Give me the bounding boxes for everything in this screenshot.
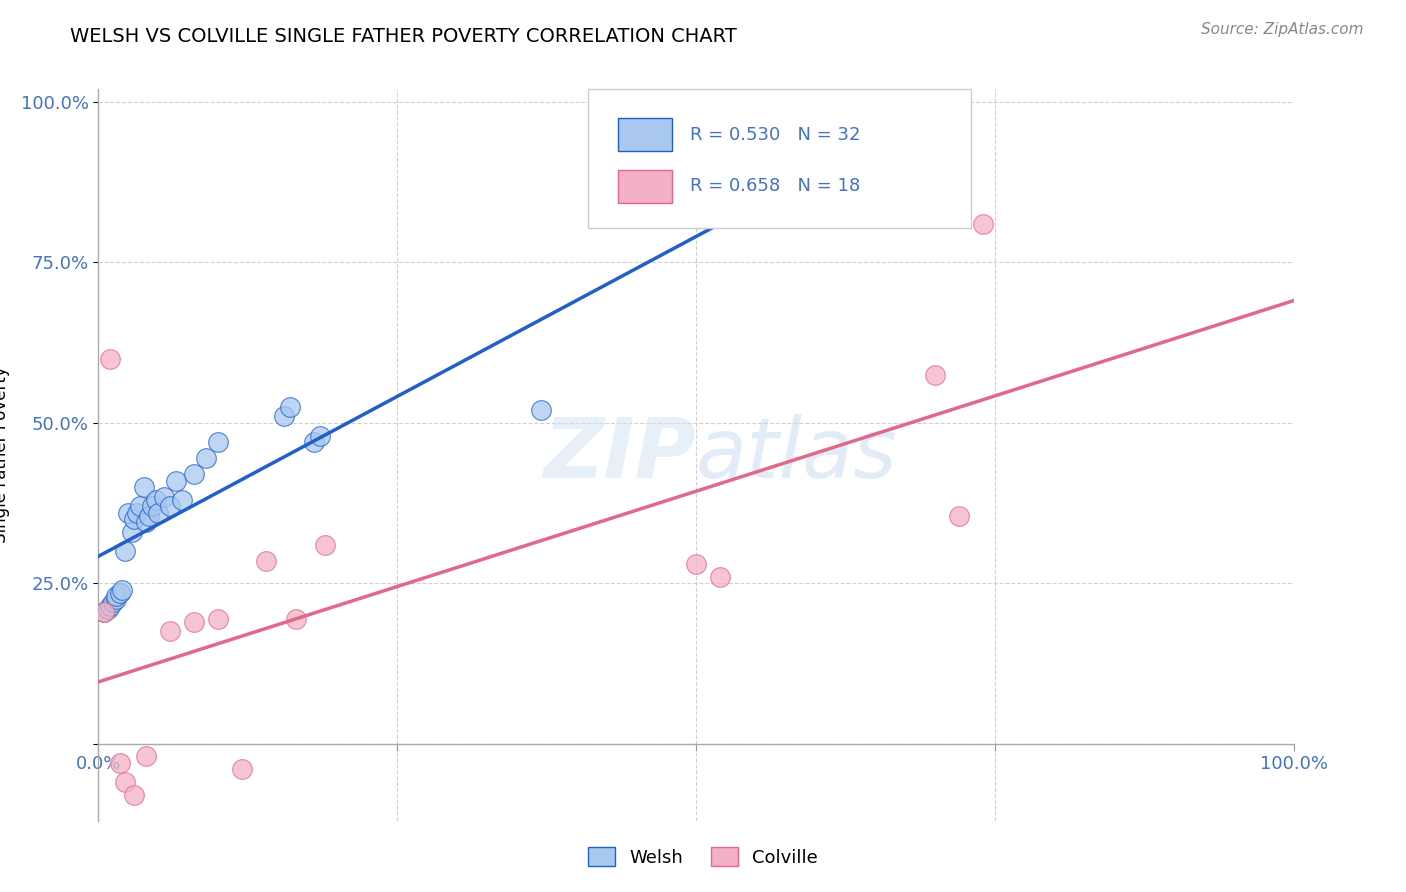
Point — [172, 492, 194, 507]
Point — [124, 512, 146, 526]
Point — [97, 602, 120, 616]
Point — [93, 605, 115, 619]
Point — [709, 570, 731, 584]
Point — [111, 582, 134, 597]
Point — [685, 557, 707, 571]
Text: WELSH VS COLVILLE SINGLE FATHER POVERTY CORRELATION CHART: WELSH VS COLVILLE SINGLE FATHER POVERTY … — [70, 27, 737, 45]
Point — [159, 500, 181, 514]
Point — [93, 605, 115, 619]
Point — [924, 368, 946, 382]
Point — [308, 428, 330, 442]
Text: atlas: atlas — [696, 415, 897, 495]
Point — [153, 490, 176, 504]
Point — [278, 400, 301, 414]
Legend: Welsh, Colville: Welsh, Colville — [581, 840, 825, 874]
Point — [148, 506, 170, 520]
Point — [132, 480, 155, 494]
Text: ZIP: ZIP — [543, 415, 696, 495]
Point — [138, 508, 160, 523]
Point — [254, 554, 277, 568]
Point — [105, 589, 128, 603]
Point — [273, 409, 295, 424]
Point — [183, 615, 205, 629]
Point — [165, 474, 187, 488]
Point — [207, 435, 229, 450]
Point — [117, 506, 139, 520]
Point — [141, 500, 163, 514]
Point — [159, 624, 181, 639]
Point — [231, 762, 253, 776]
Point — [98, 351, 122, 366]
Point — [284, 611, 307, 625]
FancyBboxPatch shape — [619, 169, 672, 202]
Text: R = 0.658   N = 18: R = 0.658 N = 18 — [690, 177, 860, 194]
Point — [98, 599, 122, 613]
Point — [129, 500, 152, 514]
Point — [145, 492, 167, 507]
Y-axis label: Single Father Poverty: Single Father Poverty — [0, 367, 10, 543]
Point — [121, 524, 143, 539]
Point — [135, 749, 157, 764]
Point — [530, 403, 553, 417]
Point — [125, 506, 148, 520]
Point — [183, 467, 205, 482]
Point — [207, 611, 229, 625]
Point — [114, 775, 136, 789]
Text: Source: ZipAtlas.com: Source: ZipAtlas.com — [1201, 22, 1364, 37]
FancyBboxPatch shape — [589, 89, 972, 228]
FancyBboxPatch shape — [619, 119, 672, 152]
Point — [101, 595, 124, 609]
Point — [108, 756, 131, 770]
Point — [972, 217, 994, 231]
Point — [948, 508, 970, 523]
Point — [124, 788, 146, 802]
Point — [315, 538, 337, 552]
Point — [114, 544, 136, 558]
Point — [135, 516, 157, 530]
Text: R = 0.530   N = 32: R = 0.530 N = 32 — [690, 126, 860, 144]
Point — [108, 586, 131, 600]
Point — [105, 592, 128, 607]
Point — [302, 435, 325, 450]
Point — [195, 451, 218, 466]
